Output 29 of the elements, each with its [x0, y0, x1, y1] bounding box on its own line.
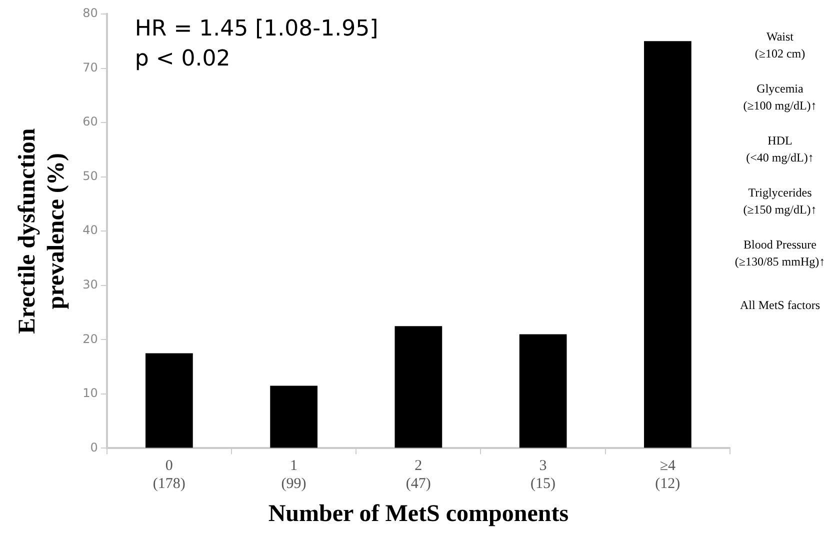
y-tick-label: 70	[82, 60, 98, 74]
annotation: p < 0.02	[134, 46, 230, 72]
bar	[519, 334, 567, 448]
x-axis-title: Number of MetS components	[268, 500, 569, 527]
text: HDL (<40 mg/dL)↑	[746, 134, 814, 165]
x-tick-label: 1 (99)	[281, 458, 306, 492]
y-axis-title: Erectile dysfunction prevalence (%)	[14, 128, 70, 334]
x-tick-label: ≥4 (12)	[655, 458, 680, 492]
x-tick-label: 2 (47)	[406, 458, 431, 492]
text: Triglycerides (≥150 mg/dL)↑	[743, 186, 817, 217]
y-tick-label: 20	[82, 332, 98, 346]
text: Waist (≥102 cm)	[754, 30, 806, 61]
y-tick-label: 40	[82, 223, 98, 238]
y-tick-label: 0	[90, 440, 98, 454]
text: Glycemia (≥100 mg/dL)↑	[743, 82, 817, 113]
bar	[146, 353, 193, 448]
bar	[394, 326, 442, 448]
text: Blood Pressure (≥130/85 mmHg)↑	[734, 238, 826, 269]
annotation: HR = 1.45 [1.08-1.95]	[134, 16, 378, 42]
x-tick-label: 3 (15)	[530, 458, 556, 492]
y-tick-label: 80	[82, 6, 98, 20]
bar	[270, 386, 318, 448]
y-tick-label: 30	[82, 278, 98, 292]
y-tick-label: 60	[82, 114, 98, 129]
y-tick-label: 10	[82, 386, 98, 400]
y-tick-label: 50	[82, 168, 98, 183]
x-tick-label: 0 (178)	[152, 458, 186, 492]
bar	[644, 41, 692, 448]
text: All MetS factors	[740, 298, 820, 312]
